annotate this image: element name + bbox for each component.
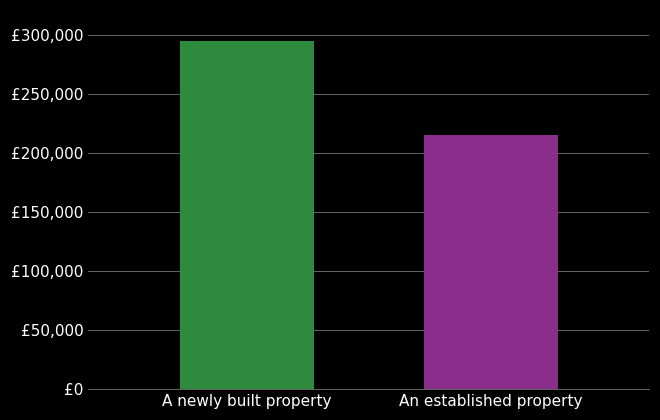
Bar bbox=[424, 135, 558, 389]
Bar bbox=[180, 41, 314, 389]
